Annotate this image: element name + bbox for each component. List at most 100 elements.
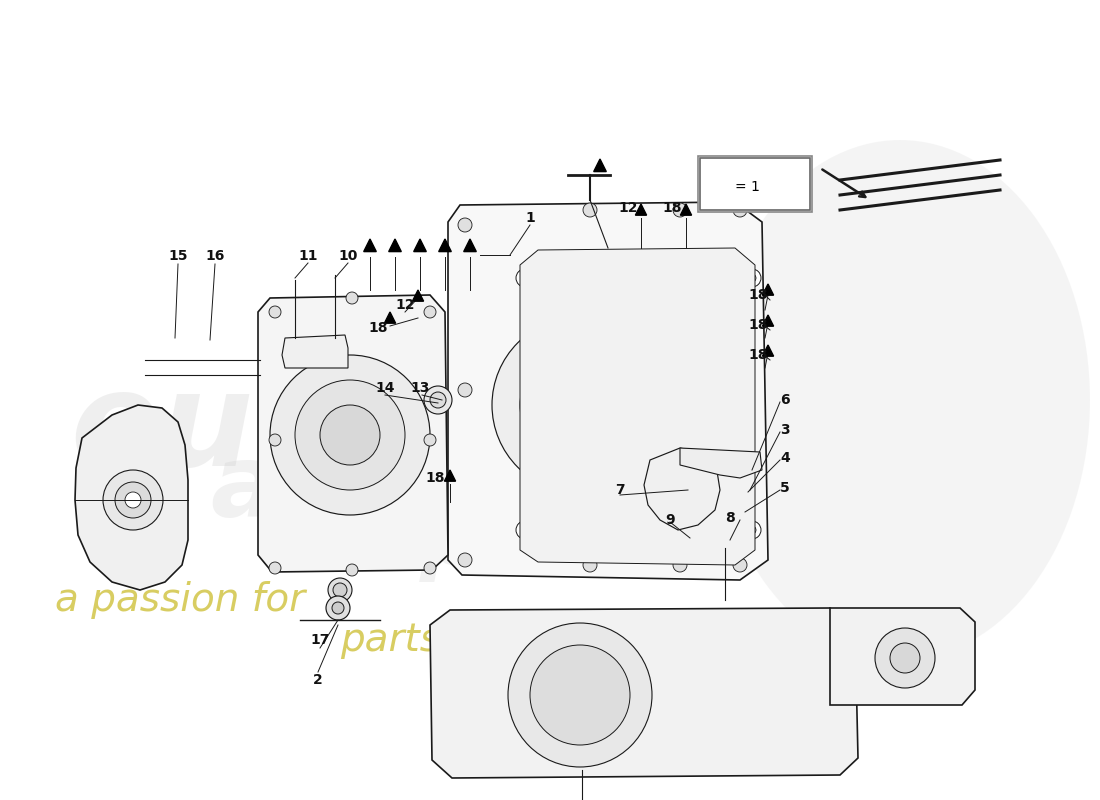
Ellipse shape	[710, 140, 1090, 660]
Circle shape	[748, 526, 756, 534]
Circle shape	[890, 643, 920, 673]
Polygon shape	[644, 448, 721, 530]
Circle shape	[270, 434, 280, 446]
Polygon shape	[762, 315, 773, 326]
Circle shape	[673, 558, 688, 572]
Text: 18: 18	[662, 201, 682, 215]
Circle shape	[492, 317, 668, 493]
Polygon shape	[762, 284, 773, 295]
Circle shape	[424, 386, 452, 414]
Circle shape	[270, 355, 430, 515]
Polygon shape	[716, 176, 727, 187]
Text: parts: parts	[420, 498, 674, 582]
Circle shape	[733, 378, 747, 392]
Circle shape	[516, 521, 534, 539]
Polygon shape	[444, 470, 455, 481]
Circle shape	[333, 583, 346, 597]
Text: 7: 7	[615, 483, 625, 497]
Circle shape	[116, 482, 151, 518]
Circle shape	[424, 306, 436, 318]
Circle shape	[508, 623, 652, 767]
Circle shape	[583, 558, 597, 572]
Polygon shape	[464, 239, 476, 251]
Text: 14: 14	[375, 381, 395, 395]
Circle shape	[684, 529, 696, 541]
Circle shape	[332, 602, 344, 614]
Circle shape	[320, 405, 379, 465]
Text: 13: 13	[410, 381, 430, 395]
Polygon shape	[680, 448, 762, 478]
Circle shape	[270, 306, 280, 318]
FancyBboxPatch shape	[698, 156, 812, 212]
Text: 16: 16	[206, 249, 224, 263]
Circle shape	[424, 434, 436, 446]
Circle shape	[516, 269, 534, 287]
Circle shape	[326, 596, 350, 620]
Circle shape	[733, 558, 747, 572]
Circle shape	[673, 203, 688, 217]
Circle shape	[530, 645, 630, 745]
Polygon shape	[430, 608, 858, 778]
Polygon shape	[716, 176, 727, 187]
Circle shape	[295, 380, 405, 490]
Text: 4: 4	[780, 451, 790, 465]
Circle shape	[717, 532, 733, 548]
Polygon shape	[594, 159, 606, 172]
Circle shape	[702, 462, 738, 498]
Text: auto: auto	[210, 442, 465, 538]
Text: 2: 2	[314, 673, 323, 687]
Circle shape	[125, 492, 141, 508]
Circle shape	[458, 218, 472, 232]
Text: 9: 9	[666, 513, 674, 527]
Polygon shape	[439, 239, 451, 251]
Polygon shape	[75, 405, 188, 590]
Circle shape	[458, 383, 472, 397]
Circle shape	[742, 269, 761, 287]
Polygon shape	[681, 204, 692, 215]
Circle shape	[346, 292, 358, 304]
Text: 11: 11	[298, 249, 318, 263]
Text: 18: 18	[748, 288, 768, 302]
Polygon shape	[258, 295, 448, 572]
Circle shape	[548, 373, 612, 437]
Circle shape	[583, 203, 597, 217]
Circle shape	[692, 452, 748, 508]
Polygon shape	[636, 204, 647, 215]
Text: 17: 17	[310, 633, 330, 647]
Circle shape	[645, 340, 695, 390]
Text: 18: 18	[368, 321, 387, 335]
Bar	[700, 158, 810, 210]
Text: 6: 6	[780, 393, 790, 407]
Circle shape	[424, 562, 436, 574]
Polygon shape	[282, 335, 348, 368]
Circle shape	[458, 553, 472, 567]
Text: a passion for: a passion for	[55, 581, 305, 619]
Polygon shape	[384, 312, 396, 323]
Circle shape	[712, 472, 728, 488]
Text: = 1: = 1	[735, 180, 760, 194]
Bar	[685, 420, 750, 520]
Circle shape	[521, 526, 529, 534]
Polygon shape	[388, 239, 401, 251]
Polygon shape	[414, 239, 427, 251]
Polygon shape	[762, 345, 773, 356]
Text: 18: 18	[748, 318, 768, 332]
Polygon shape	[364, 239, 376, 251]
Polygon shape	[412, 290, 424, 301]
Circle shape	[103, 470, 163, 530]
Polygon shape	[448, 202, 768, 580]
Circle shape	[748, 274, 756, 282]
Text: 15: 15	[168, 249, 188, 263]
Text: 18: 18	[426, 471, 444, 485]
Circle shape	[521, 274, 529, 282]
Text: 12: 12	[618, 201, 638, 215]
Circle shape	[742, 521, 761, 539]
Circle shape	[346, 564, 358, 576]
Text: 1: 1	[525, 211, 535, 225]
Text: 8: 8	[725, 511, 735, 525]
Text: 18: 18	[748, 348, 768, 362]
Circle shape	[270, 562, 280, 574]
Text: eu: eu	[70, 366, 253, 494]
Text: = 1: = 1	[735, 179, 760, 193]
Text: 12: 12	[395, 298, 415, 312]
